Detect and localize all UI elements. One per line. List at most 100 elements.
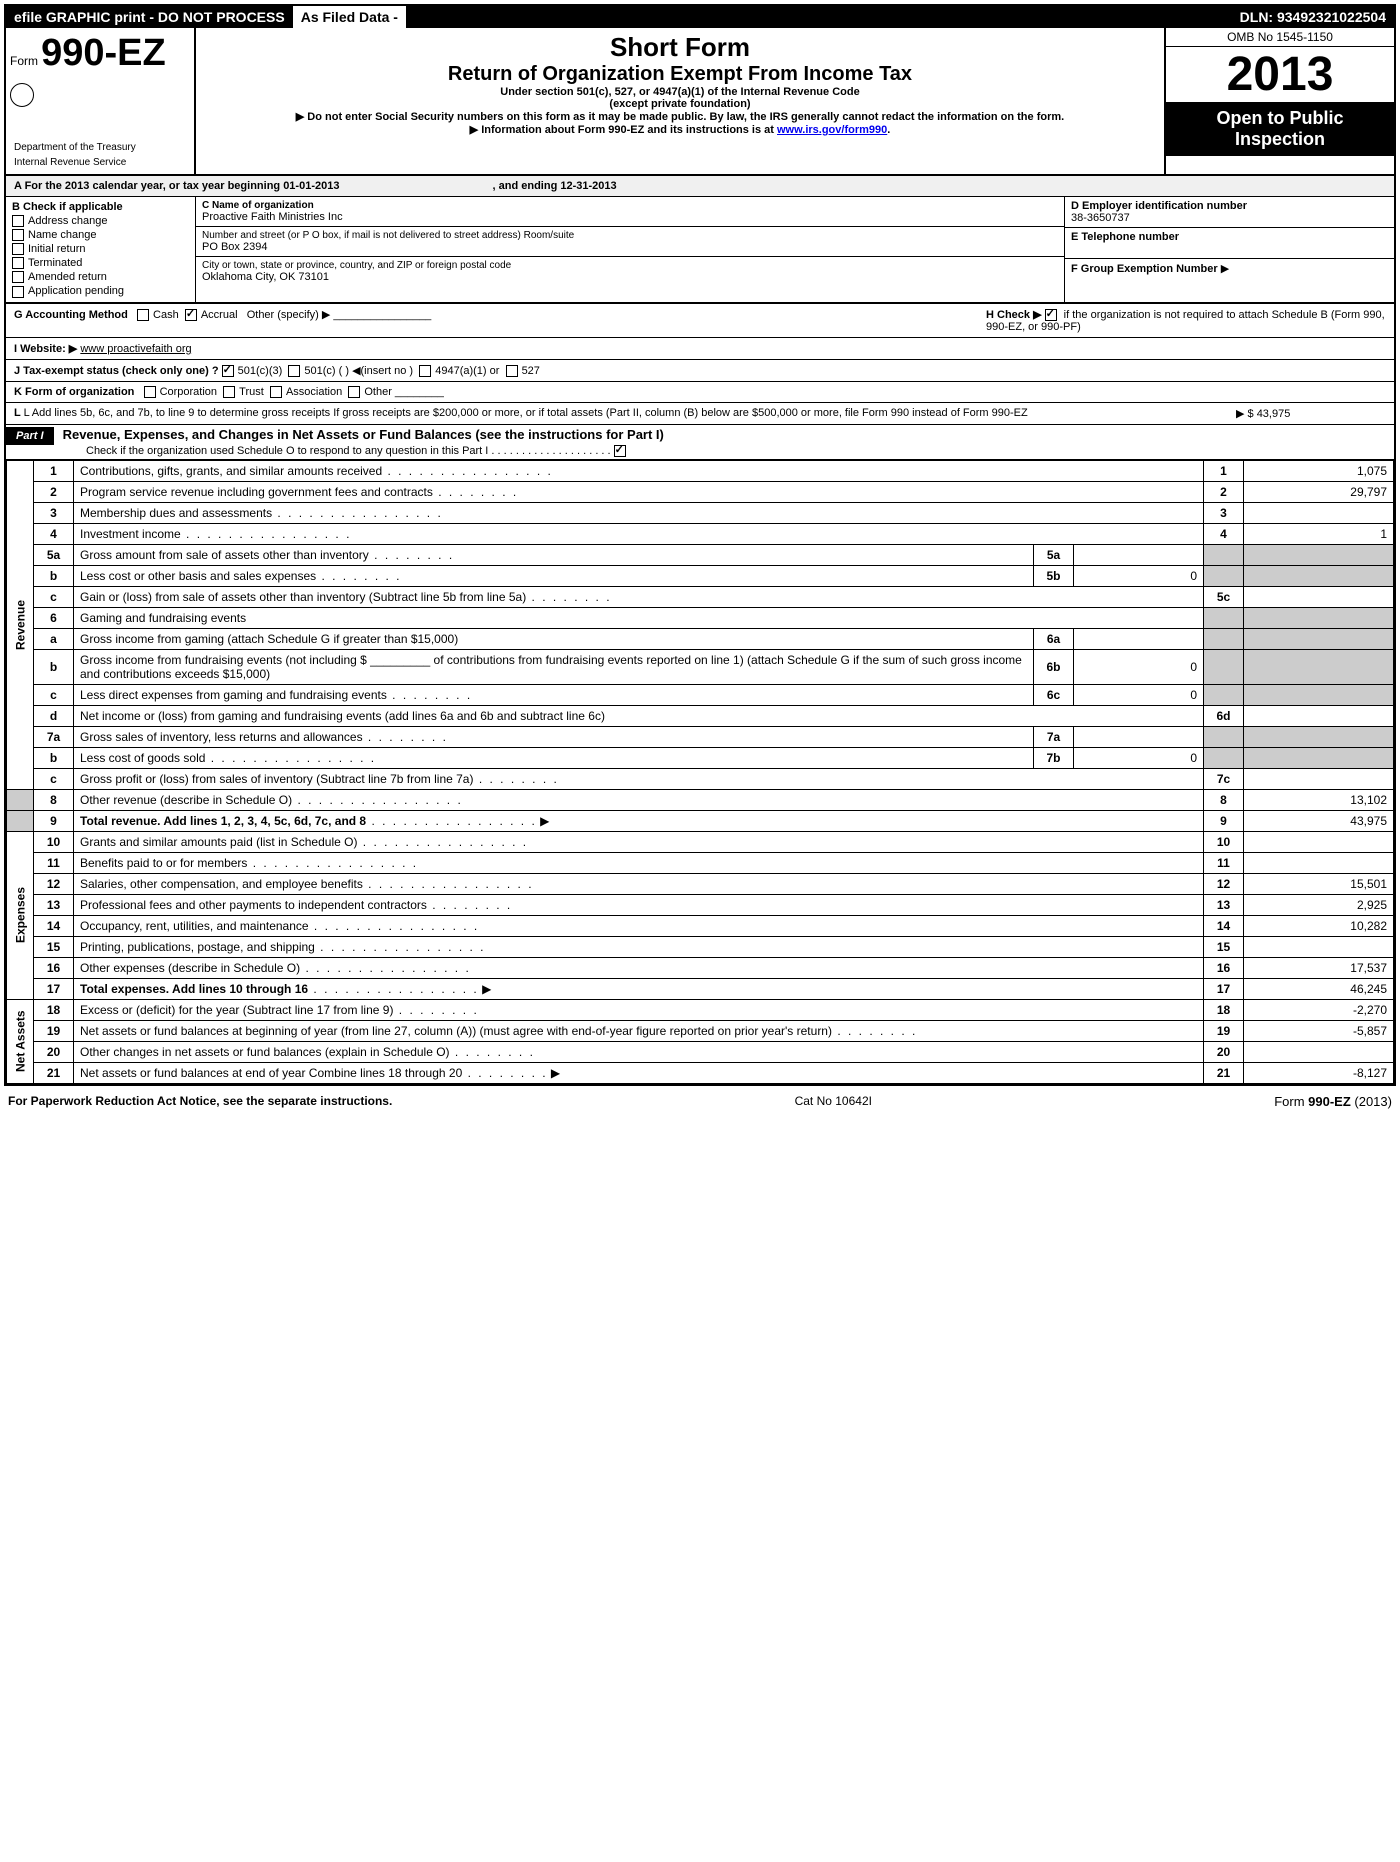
line-6c: cLess direct expenses from gaming and fu…: [7, 684, 1394, 705]
line-2: 2Program service revenue including gover…: [7, 481, 1394, 502]
section-a-header: A For the 2013 calendar year, or tax yea…: [6, 176, 1394, 197]
line-6d: dNet income or (loss) from gaming and fu…: [7, 705, 1394, 726]
checkbox-trust[interactable]: [223, 386, 235, 398]
efile-label: efile GRAPHIC print - DO NOT PROCESS: [6, 6, 293, 28]
c-city-value: Oklahoma City, OK 73101: [202, 271, 1058, 283]
expenses-label: Expenses: [7, 831, 34, 999]
line-9: 9Total revenue. Add lines 1, 2, 3, 4, 5c…: [7, 810, 1394, 831]
g-label: G Accounting Method: [14, 309, 128, 321]
footer-right: Form 990-EZ (2013): [1274, 1094, 1392, 1109]
b-item-address: Address change: [12, 215, 189, 227]
e-label: E Telephone number: [1071, 231, 1388, 243]
line-5b: bLess cost or other basis and sales expe…: [7, 565, 1394, 586]
checkbox-cash[interactable]: [137, 309, 149, 321]
checkbox-h[interactable]: [1045, 309, 1057, 321]
line-3: 3Membership dues and assessments3: [7, 502, 1394, 523]
line-14: 14Occupancy, rent, utilities, and mainte…: [7, 915, 1394, 936]
short-form-title: Short Form: [200, 32, 1160, 63]
f-row: F Group Exemption Number ▶: [1065, 259, 1394, 278]
c-name-value: Proactive Faith Ministries Inc: [202, 211, 1058, 223]
checkbox-amended[interactable]: [12, 271, 24, 283]
c-name-row: C Name of organization Proactive Faith M…: [196, 197, 1064, 227]
line-6: 6Gaming and fundraising events: [7, 607, 1394, 628]
checkbox-4947[interactable]: [419, 365, 431, 377]
c-city-row: City or town, state or province, country…: [196, 257, 1064, 286]
line-7b: bLess cost of goods sold7b0: [7, 747, 1394, 768]
l-row: L L Add lines 5b, 6c, and 7b, to line 9 …: [6, 403, 1394, 425]
dept-treasury: Department of the Treasury: [10, 140, 190, 155]
part1-header: Part I Revenue, Expenses, and Changes in…: [6, 425, 1394, 460]
part1-title: Revenue, Expenses, and Changes in Net As…: [63, 427, 664, 442]
revenue-label: Revenue: [7, 460, 34, 789]
part1-check-text: Check if the organization used Schedule …: [86, 445, 611, 457]
d-value: 38-3650737: [1071, 212, 1388, 224]
section-bcdef: B Check if applicable Address change Nam…: [6, 197, 1394, 303]
section-a-end: , and ending 12-31-2013: [493, 180, 617, 192]
checkbox-address[interactable]: [12, 215, 24, 227]
checkbox-initial[interactable]: [12, 243, 24, 255]
form-container: efile GRAPHIC print - DO NOT PROCESS As …: [4, 4, 1396, 1086]
i-row: I Website: ▶ www proactivefaith org: [6, 338, 1394, 360]
checkbox-name[interactable]: [12, 229, 24, 241]
b-item-pending: Application pending: [12, 285, 189, 297]
c-addr-row: Number and street (or P O box, if mail i…: [196, 227, 1064, 257]
checkbox-501c3[interactable]: [222, 365, 234, 377]
line-19: 19Net assets or fund balances at beginni…: [7, 1020, 1394, 1041]
form-number: 990-EZ: [41, 32, 166, 74]
header-left: Form 990-EZ Department of the Treasury I…: [6, 28, 196, 174]
line-13: 13Professional fees and other payments t…: [7, 894, 1394, 915]
irs-link[interactable]: www.irs.gov/form990: [777, 124, 887, 136]
line-5c: cGain or (loss) from sale of assets othe…: [7, 586, 1394, 607]
checkbox-pending[interactable]: [12, 286, 24, 298]
form-label: Form: [10, 54, 38, 68]
footer: For Paperwork Reduction Act Notice, see …: [0, 1090, 1400, 1113]
netassets-label: Net Assets: [7, 999, 34, 1083]
c-addr-value: PO Box 2394: [202, 241, 1058, 253]
top-bar: efile GRAPHIC print - DO NOT PROCESS As …: [6, 6, 1394, 28]
line-10: Expenses 10Grants and similar amounts pa…: [7, 831, 1394, 852]
f-arrow: ▶: [1221, 263, 1229, 275]
checkbox-501c[interactable]: [288, 365, 300, 377]
checkbox-corp[interactable]: [144, 386, 156, 398]
line-16: 16Other expenses (describe in Schedule O…: [7, 957, 1394, 978]
l-text: L L Add lines 5b, 6c, and 7b, to line 9 …: [14, 407, 1236, 420]
footer-left: For Paperwork Reduction Act Notice, see …: [8, 1094, 392, 1109]
section-a-text: A For the 2013 calendar year, or tax yea…: [14, 180, 339, 192]
checkbox-assoc[interactable]: [270, 386, 282, 398]
as-filed-label: As Filed Data -: [293, 6, 406, 28]
f-label: F Group Exemption Number: [1071, 263, 1218, 275]
line-7c: cGross profit or (loss) from sales of in…: [7, 768, 1394, 789]
i-label: I Website: ▶: [14, 343, 77, 355]
h-section: H Check ▶ if the organization is not req…: [986, 308, 1386, 333]
h-label: H Check ▶: [986, 309, 1042, 321]
part1-label: Part I: [6, 427, 54, 445]
checkbox-other-org[interactable]: [348, 386, 360, 398]
subtitle2: (except private foundation): [200, 98, 1160, 110]
line-6b: bGross income from fundraising events (n…: [7, 649, 1394, 684]
line-5a: 5aGross amount from sale of assets other…: [7, 544, 1394, 565]
c-name-label: C Name of organization: [202, 200, 1058, 211]
omb-number: OMB No 1545-1150: [1166, 28, 1394, 47]
line-8: 8Other revenue (describe in Schedule O)8…: [7, 789, 1394, 810]
l-value: ▶ $ 43,975: [1236, 407, 1386, 420]
j-label: J Tax-exempt status (check only one) ?: [14, 365, 219, 377]
note2-prefix: ▶ Information about Form 990-EZ and its …: [470, 124, 777, 136]
line-12: 12Salaries, other compensation, and empl…: [7, 873, 1394, 894]
checkbox-527[interactable]: [506, 365, 518, 377]
checkbox-schedule-o[interactable]: [614, 445, 626, 457]
note1: ▶ Do not enter Social Security numbers o…: [200, 110, 1160, 123]
checkbox-terminated[interactable]: [12, 257, 24, 269]
subtitle1: Under section 501(c), 527, or 4947(a)(1)…: [200, 86, 1160, 98]
line-4: 4Investment income41: [7, 523, 1394, 544]
col-def: D Employer identification number 38-3650…: [1064, 197, 1394, 302]
checkbox-accrual[interactable]: [185, 309, 197, 321]
b-item-terminated: Terminated: [12, 257, 189, 269]
d-label: D Employer identification number: [1071, 200, 1388, 212]
line-11: 11Benefits paid to or for members11: [7, 852, 1394, 873]
b-item-amended: Amended return: [12, 271, 189, 283]
c-city-label: City or town, state or province, country…: [202, 260, 1058, 271]
header-row: Form 990-EZ Department of the Treasury I…: [6, 28, 1394, 176]
b-item-initial: Initial return: [12, 243, 189, 255]
tax-year: 2013: [1166, 47, 1394, 102]
irs-seal-icon: [10, 83, 34, 107]
